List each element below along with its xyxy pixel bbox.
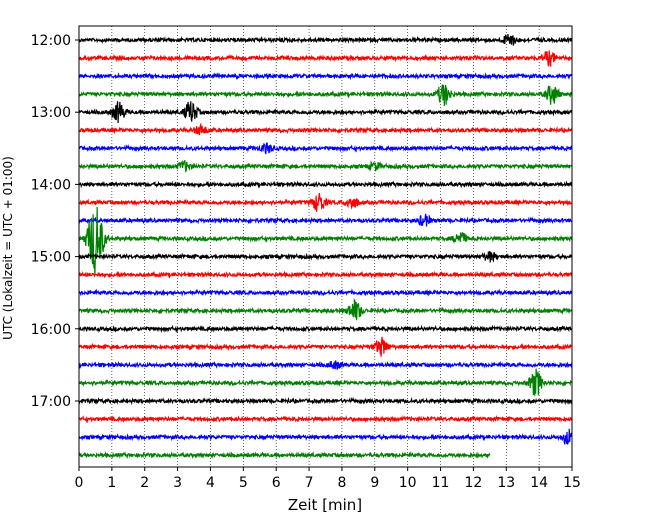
y-tick-label: 12:00 (31, 33, 71, 49)
y-tick-label: 13:00 (31, 105, 71, 121)
trace-1630 (78, 360, 573, 370)
plot-frame (78, 25, 573, 468)
trace-1645 (78, 368, 573, 396)
x-tick-label: 10 (399, 475, 417, 491)
x-tick-label: 1 (107, 475, 116, 491)
trace-1345 (78, 159, 573, 173)
x-tick-label: 2 (140, 475, 149, 491)
y-axis-title: UTC (Lokalzeit = UTC + 01:00) (1, 156, 15, 340)
trace-1300 (78, 101, 573, 124)
y-tick-label: 14:00 (31, 177, 71, 193)
trace-1230 (78, 72, 573, 81)
x-tick-label: 8 (337, 475, 346, 491)
x-tick-label: 13 (497, 475, 515, 491)
x-tick-label: 4 (206, 475, 215, 491)
x-tick-label: 5 (239, 475, 248, 491)
trace-layer (78, 34, 573, 460)
trace-1200 (78, 34, 573, 46)
y-tick-label: 15:00 (31, 250, 71, 266)
trace-1215 (78, 50, 573, 67)
x-tick-label: 6 (272, 475, 281, 491)
trace-1500 (78, 250, 573, 263)
trace-1530 (78, 288, 573, 298)
trace-1430 (78, 213, 573, 227)
trace-1330 (78, 142, 573, 155)
x-tick-label: 15 (563, 475, 581, 491)
trace-1745 (78, 450, 491, 460)
x-tick-label: 9 (370, 475, 379, 491)
trace-1400 (78, 180, 573, 189)
trace-1445 (78, 206, 573, 276)
trace-1715 (78, 414, 573, 424)
x-tick-label: 7 (305, 475, 314, 491)
trace-1315 (78, 122, 573, 136)
tick-layer: 0 1 2 3 4 5 6 7 8 9 10 11 12 13 14 1512:0013:0014:0015:… (31, 33, 581, 491)
y-tick-label: 16:00 (31, 322, 71, 338)
x-axis-title: Zeit [min] (288, 496, 362, 514)
trace-1545 (78, 298, 573, 321)
trace-1730 (78, 428, 573, 446)
trace-1515 (78, 270, 573, 279)
x-tick-label: 12 (464, 475, 482, 491)
trace-1615 (78, 336, 573, 357)
y-tick-label: 17:00 (31, 394, 71, 410)
x-tick-label: 0 (75, 475, 84, 491)
trace-1600 (78, 324, 573, 334)
x-tick-label: 14 (530, 475, 548, 491)
x-tick-label: 11 (432, 475, 450, 491)
x-tick-label: 3 (173, 475, 182, 491)
trace-1415 (78, 193, 573, 212)
trace-1700 (78, 396, 573, 406)
trace-1245 (78, 84, 573, 106)
